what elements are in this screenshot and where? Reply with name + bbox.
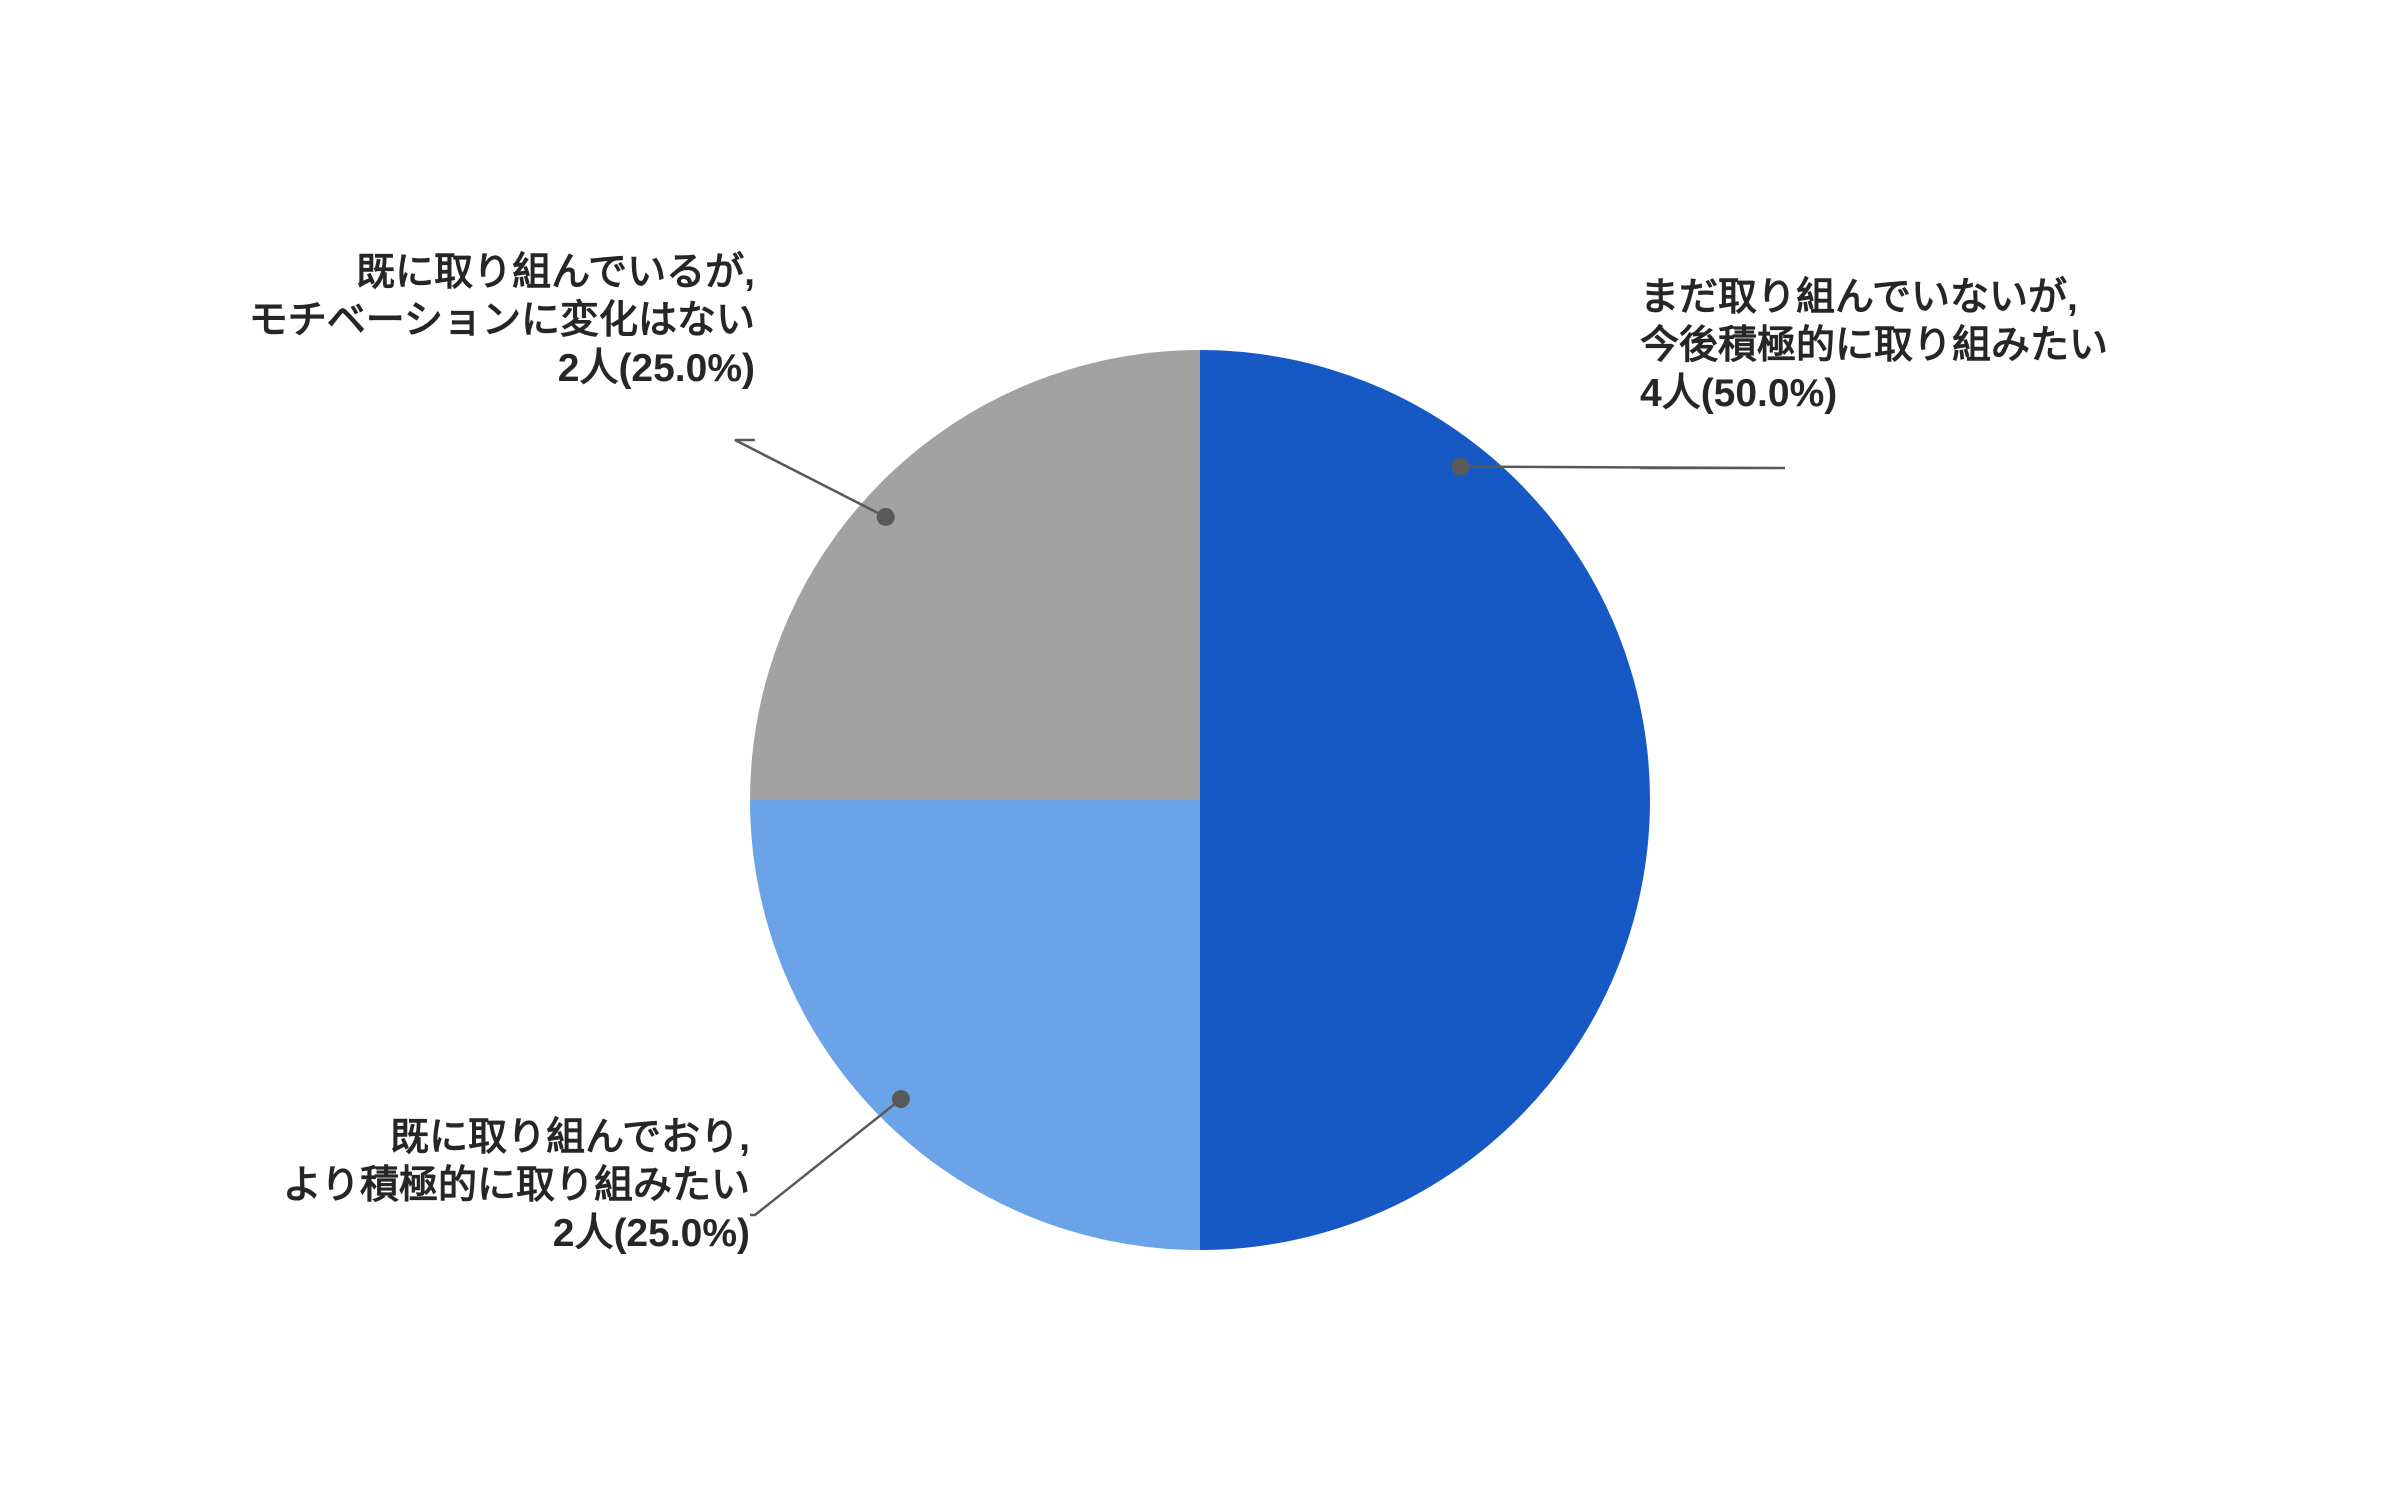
- leader-dot: [892, 1090, 910, 1108]
- pie-chart: まだ取り組んでいないが,今後積極的に取り組みたい4人(50.0%)既に取り組んで…: [0, 0, 2400, 1500]
- leader-line: [1460, 467, 1785, 468]
- leader-dot: [877, 508, 895, 526]
- leader-dot: [1451, 458, 1469, 476]
